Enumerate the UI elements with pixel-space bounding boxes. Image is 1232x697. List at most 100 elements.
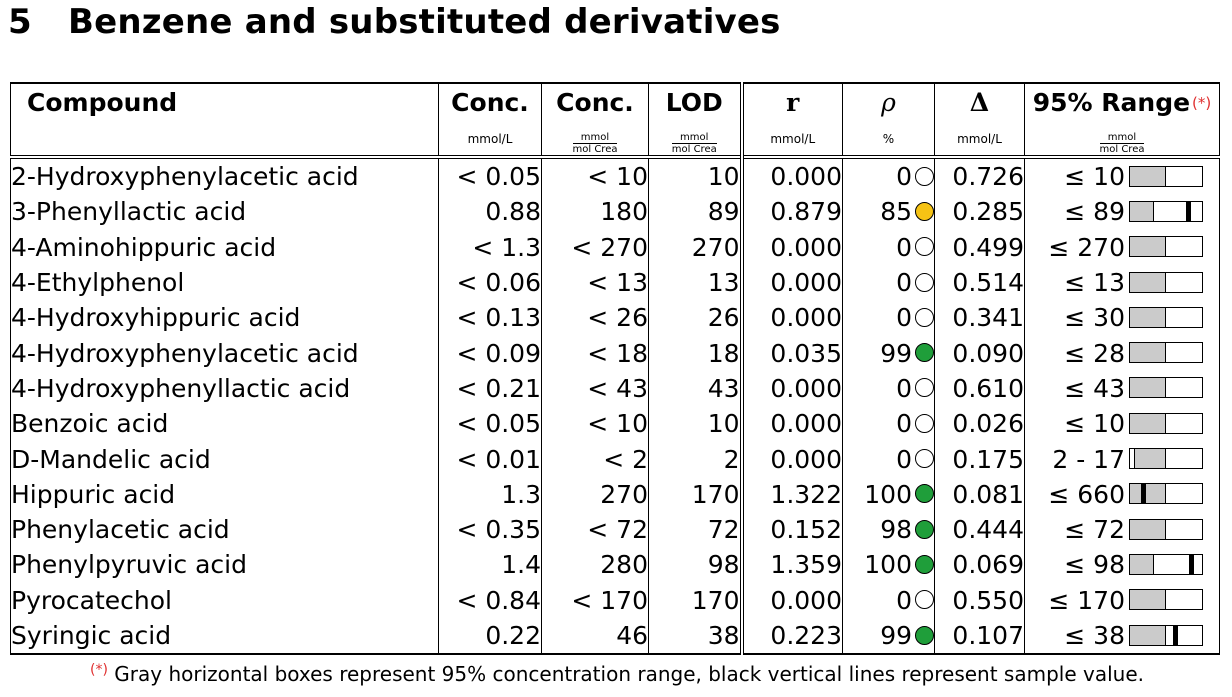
compound-name: 4-Hydroxyhippuric acid [11,303,301,333]
compound-name-cell: Hippuric acid [10,476,439,512]
lod-value-cell: 43 [648,370,742,407]
lod-value: 18 [707,338,740,368]
range-bar [1129,236,1203,258]
range-bar-fill [1130,166,1166,186]
rho-value: 0 [896,268,912,298]
rho-value-cell: 0 [842,406,935,442]
range-value: ≤ 38 [1064,621,1125,650]
rho-value: 85 [880,197,912,227]
compound-name-cell: 4-Hydroxyphenyllactic acid [10,370,439,407]
conc-mmol-value: 1.4 [501,550,541,580]
compound-name: 4-Hydroxyphenylacetic acid [11,338,359,368]
range-value: ≤ 30 [1064,303,1125,333]
header-conc-crea: Conc. mmol mol Crea [541,82,649,157]
r-value-cell: 0.000 [739,300,843,336]
range-bar-fill [1130,237,1166,257]
delta-value-cell: 0.444 [934,511,1025,548]
conc-mmol-value-cell: 1.4 [438,547,542,583]
delta-value-cell: 0.081 [934,476,1025,512]
r-value-cell: 0.152 [739,511,843,548]
delta-value: 0.726 [952,162,1024,192]
compound-name: Benzoic acid [11,409,169,439]
range-value: ≤ 10 [1064,162,1125,192]
compound-name: 3-Phenyllactic acid [11,197,247,227]
delta-value: 0.444 [952,515,1024,545]
lod-value: 170 [691,585,740,615]
range-bar [1129,200,1203,222]
compound-name-cell: Pyrocatechol [10,582,439,618]
lod-value-cell: 72 [648,511,742,548]
conc-mmol-value-cell: < 0.01 [438,441,542,477]
compound-name-cell: Phenylpyruvic acid [10,547,439,583]
r-value-cell: 0.000 [739,441,843,477]
r-value-cell: 0.223 [739,617,843,656]
conc-crea-value-cell: < 170 [541,582,649,618]
range-bar-fill [1130,554,1154,574]
header-compound: Compound [10,82,439,157]
compound-name: Phenylacetic acid [11,515,230,545]
conc-crea-value-cell: < 26 [541,300,649,336]
conc-crea-value-cell: 280 [541,547,649,583]
header-rho: ρ % [842,82,935,157]
compound-name-cell: 4-Ethylphenol [10,264,439,301]
compound-name: 4-Hydroxyphenyllactic acid [11,373,351,403]
delta-value-cell: 0.026 [934,406,1025,442]
range-bar-fill [1130,343,1166,363]
significance-dot-icon [915,554,934,574]
r-value-cell: 0.035 [739,335,843,371]
range-value-cell: ≤ 43 [1024,370,1220,407]
conc-mmol-value-cell: < 0.05 [438,154,542,195]
lod-value-cell: 13 [648,264,742,301]
footnote-text: Gray horizontal boxes represent 95% conc… [114,662,1144,686]
significance-dot-icon [915,449,934,469]
lod-value: 89 [707,197,740,227]
lod-value: 43 [707,373,740,403]
conc-mmol-value-cell: 0.22 [438,617,542,656]
range-bar [1129,624,1203,646]
compound-name: Phenylpyruvic acid [11,550,247,580]
lod-value-cell: 10 [648,154,742,195]
compound-name-cell: Benzoic acid [10,406,439,442]
delta-value: 0.514 [952,268,1024,298]
conc-mmol-value-cell: < 0.09 [438,335,542,371]
conc-mmol-value: < 0.05 [456,162,541,192]
delta-value-cell: 0.514 [934,264,1025,301]
lod-value: 98 [707,550,740,580]
delta-value: 0.026 [952,409,1024,439]
range-value-cell: ≤ 38 [1024,617,1220,656]
range-value-cell: ≤ 72 [1024,511,1220,548]
conc-crea-value-cell: < 2 [541,441,649,477]
conc-crea-value: < 18 [587,338,648,368]
range-value-cell: ≤ 30 [1024,300,1220,336]
rho-value-cell: 0 [842,370,935,407]
rho-value: 100 [864,479,912,509]
r-value-cell: 0.000 [739,154,843,195]
conc-crea-value: 180 [600,197,648,227]
compound-name: 4-Ethylphenol [11,268,185,298]
delta-value-cell: 0.175 [934,441,1025,477]
range-value: ≤ 270 [1048,232,1125,262]
range-bar-fill [1130,307,1166,327]
delta-value: 0.107 [952,621,1024,650]
table-row: 4-Hydroxyphenylacetic acid < 0.09 < 18 18 0.… [10,335,1220,371]
conc-mmol-value-cell: 0.88 [438,194,542,230]
conc-crea-value: 280 [600,550,648,580]
r-value-cell: 0.879 [739,194,843,230]
conc-crea-value: < 10 [587,162,648,192]
compound-name: 2-Hydroxyphenylacetic acid [11,162,359,192]
lod-value-cell: 26 [648,300,742,336]
conc-mmol-value: < 0.21 [456,373,541,403]
significance-dot-icon [915,413,934,433]
lod-value-cell: 38 [648,617,742,656]
range-bar [1129,483,1203,505]
header-lod: LOD mmol mol Crea [648,82,742,157]
rho-value: 98 [880,515,912,545]
r-value: 0.035 [770,338,842,368]
delta-value: 0.550 [952,585,1024,615]
range-bar [1129,165,1203,187]
range-value-cell: ≤ 170 [1024,582,1220,618]
rho-value-cell: 0 [842,300,935,336]
range-value: ≤ 72 [1064,515,1125,545]
table-row: D-Mandelic acid < 0.01 < 2 2 0.000 0 0.175 2 - … [10,441,1220,477]
range-value-cell: ≤ 89 [1024,194,1220,230]
